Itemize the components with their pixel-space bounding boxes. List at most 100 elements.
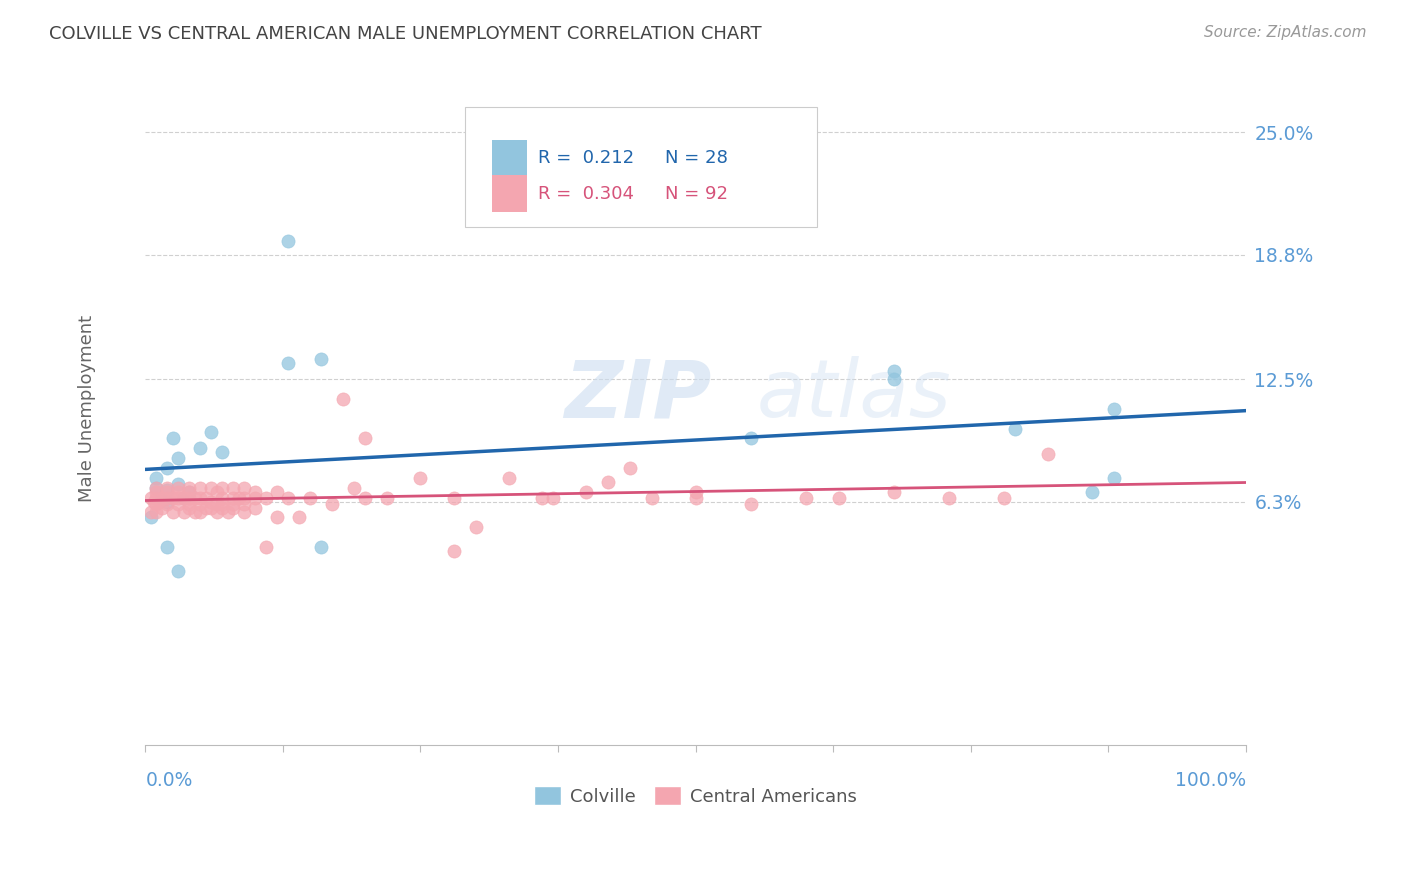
Point [685, 491, 707, 505]
Text: N = 92: N = 92 [665, 185, 728, 202]
Point [277, 491, 299, 505]
Point [245, 500, 267, 515]
Point [277, 234, 299, 248]
Point [148, 494, 170, 508]
Point [233, 491, 256, 505]
Text: N = 28: N = 28 [665, 150, 728, 168]
Legend: Colville, Central Americans: Colville, Central Americans [527, 779, 865, 813]
Point [173, 491, 195, 505]
Point [443, 491, 465, 505]
Point [167, 497, 190, 511]
Point [145, 504, 167, 518]
Point [245, 491, 267, 505]
Point [143, 494, 166, 508]
Point [179, 484, 201, 499]
Point [156, 481, 179, 495]
Text: ZIP: ZIP [564, 357, 711, 434]
Point [167, 476, 190, 491]
Point [530, 491, 553, 505]
Point [938, 491, 960, 505]
Point [179, 497, 201, 511]
Point [188, 442, 211, 456]
Point [145, 497, 167, 511]
Point [188, 504, 211, 518]
Point [266, 484, 288, 499]
Point [179, 500, 201, 515]
Point [156, 494, 179, 508]
Point [139, 491, 162, 505]
Point [740, 497, 762, 511]
Point [156, 491, 179, 505]
Point [179, 484, 201, 499]
Point [156, 540, 179, 554]
Point [619, 461, 641, 475]
Point [211, 445, 233, 459]
Point [184, 491, 207, 505]
Point [409, 471, 432, 485]
Point [311, 540, 333, 554]
Point [194, 491, 217, 505]
Point [299, 491, 322, 505]
Point [343, 481, 366, 495]
Text: atlas: atlas [756, 357, 950, 434]
Point [205, 504, 228, 518]
Point [640, 491, 662, 505]
Point [233, 504, 256, 518]
Point [1081, 484, 1104, 499]
Point [354, 432, 377, 446]
Point [288, 510, 311, 524]
Text: Source: ZipAtlas.com: Source: ZipAtlas.com [1204, 25, 1367, 40]
Text: 0.0%: 0.0% [145, 772, 193, 790]
Point [277, 356, 299, 370]
Point [245, 484, 267, 499]
Point [162, 491, 184, 505]
Point [266, 510, 288, 524]
Point [205, 497, 228, 511]
Point [156, 497, 179, 511]
Point [173, 491, 195, 505]
Point [145, 481, 167, 495]
Point [200, 500, 222, 515]
Point [150, 491, 173, 505]
Point [211, 497, 233, 511]
Point [145, 491, 167, 505]
Point [883, 364, 905, 378]
Point [156, 461, 179, 475]
Point [498, 471, 520, 485]
Point [211, 481, 233, 495]
Point [332, 392, 354, 406]
Point [828, 491, 851, 505]
Point [173, 504, 195, 518]
Point [211, 500, 233, 515]
Point [200, 494, 222, 508]
Point [145, 481, 167, 495]
Point [1102, 471, 1125, 485]
Text: COLVILLE VS CENTRAL AMERICAN MALE UNEMPLOYMENT CORRELATION CHART: COLVILLE VS CENTRAL AMERICAN MALE UNEMPL… [49, 25, 762, 43]
Point [464, 520, 486, 534]
Point [354, 491, 377, 505]
Point [156, 483, 179, 497]
Point [217, 504, 239, 518]
Point [205, 484, 228, 499]
Point [211, 491, 233, 505]
FancyBboxPatch shape [464, 106, 817, 227]
Point [139, 504, 162, 518]
Point [233, 497, 256, 511]
Point [222, 500, 245, 515]
Point [685, 484, 707, 499]
Text: Male Unemployment: Male Unemployment [77, 315, 96, 502]
Point [167, 451, 190, 466]
Point [794, 491, 817, 505]
Text: R =  0.304: R = 0.304 [538, 185, 634, 202]
FancyBboxPatch shape [492, 176, 527, 212]
Point [596, 475, 619, 489]
Point [167, 564, 190, 578]
Point [575, 484, 598, 499]
Point [233, 481, 256, 495]
Point [377, 491, 399, 505]
Point [1036, 447, 1059, 461]
Text: 100.0%: 100.0% [1175, 772, 1246, 790]
Point [993, 491, 1015, 505]
Point [443, 544, 465, 558]
Point [162, 432, 184, 446]
